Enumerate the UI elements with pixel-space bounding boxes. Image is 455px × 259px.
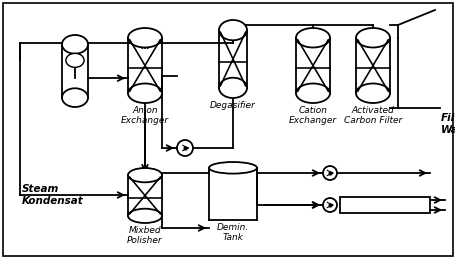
- Ellipse shape: [128, 168, 162, 182]
- Ellipse shape: [66, 53, 84, 67]
- Circle shape: [322, 166, 336, 180]
- Text: Anion
Exchanger: Anion Exchanger: [121, 106, 169, 125]
- Ellipse shape: [128, 28, 162, 47]
- Text: Filter
Water: Filter Water: [440, 113, 455, 135]
- Bar: [128, 38, 162, 93]
- Bar: [208, 168, 257, 220]
- Ellipse shape: [218, 78, 247, 98]
- Ellipse shape: [128, 83, 162, 103]
- Ellipse shape: [355, 28, 389, 47]
- Bar: [218, 30, 247, 88]
- Circle shape: [177, 140, 192, 156]
- Text: Steam
Kondensat: Steam Kondensat: [22, 184, 84, 206]
- Bar: [339, 197, 429, 213]
- Bar: [295, 38, 329, 93]
- Ellipse shape: [355, 83, 389, 103]
- Text: Activated
Carbon Filter: Activated Carbon Filter: [343, 106, 401, 125]
- Ellipse shape: [62, 35, 88, 54]
- Ellipse shape: [128, 209, 162, 223]
- Bar: [128, 175, 162, 216]
- Ellipse shape: [62, 88, 88, 107]
- Ellipse shape: [295, 83, 329, 103]
- Ellipse shape: [218, 20, 247, 40]
- Text: Cation
Exchanger: Cation Exchanger: [288, 106, 336, 125]
- Ellipse shape: [295, 28, 329, 47]
- Text: Demin.
Tank: Demin. Tank: [217, 223, 248, 242]
- Bar: [62, 44, 88, 98]
- Text: Mixbed
Polisher: Mixbed Polisher: [127, 226, 162, 245]
- Bar: [355, 38, 389, 93]
- Circle shape: [322, 198, 336, 212]
- Ellipse shape: [208, 162, 257, 174]
- Text: Degasifier: Degasifier: [210, 101, 255, 110]
